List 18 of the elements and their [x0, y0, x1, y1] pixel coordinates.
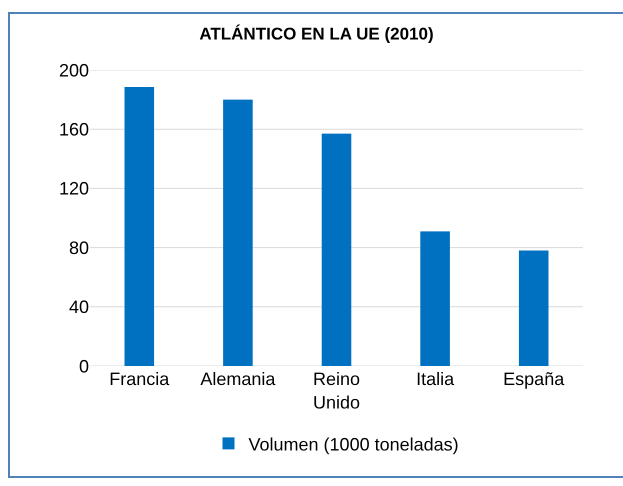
x-tick-label: Reino Unido [312, 369, 360, 412]
x-tick-label: Francia [109, 369, 170, 389]
bar [322, 134, 352, 366]
x-tick-label: Italia [416, 369, 456, 389]
x-tick-label: Alemania [200, 369, 276, 389]
y-tick-label: 120 [58, 178, 89, 199]
chart-title: ATLÁNTICO EN LA UE (2010) [199, 24, 434, 44]
y-tick-label: 0 [78, 356, 89, 376]
bar [518, 250, 548, 366]
y-tick-label: 40 [68, 297, 89, 318]
x-tick-label: España [503, 369, 566, 389]
y-tick-label: 200 [58, 60, 89, 80]
y-tick-label: 80 [68, 238, 89, 258]
legend-label: Volumen (1000 toneladas) [248, 434, 459, 454]
bar [223, 100, 253, 366]
bar [124, 87, 154, 366]
y-tick-label: 160 [58, 120, 89, 140]
bar [420, 231, 450, 366]
